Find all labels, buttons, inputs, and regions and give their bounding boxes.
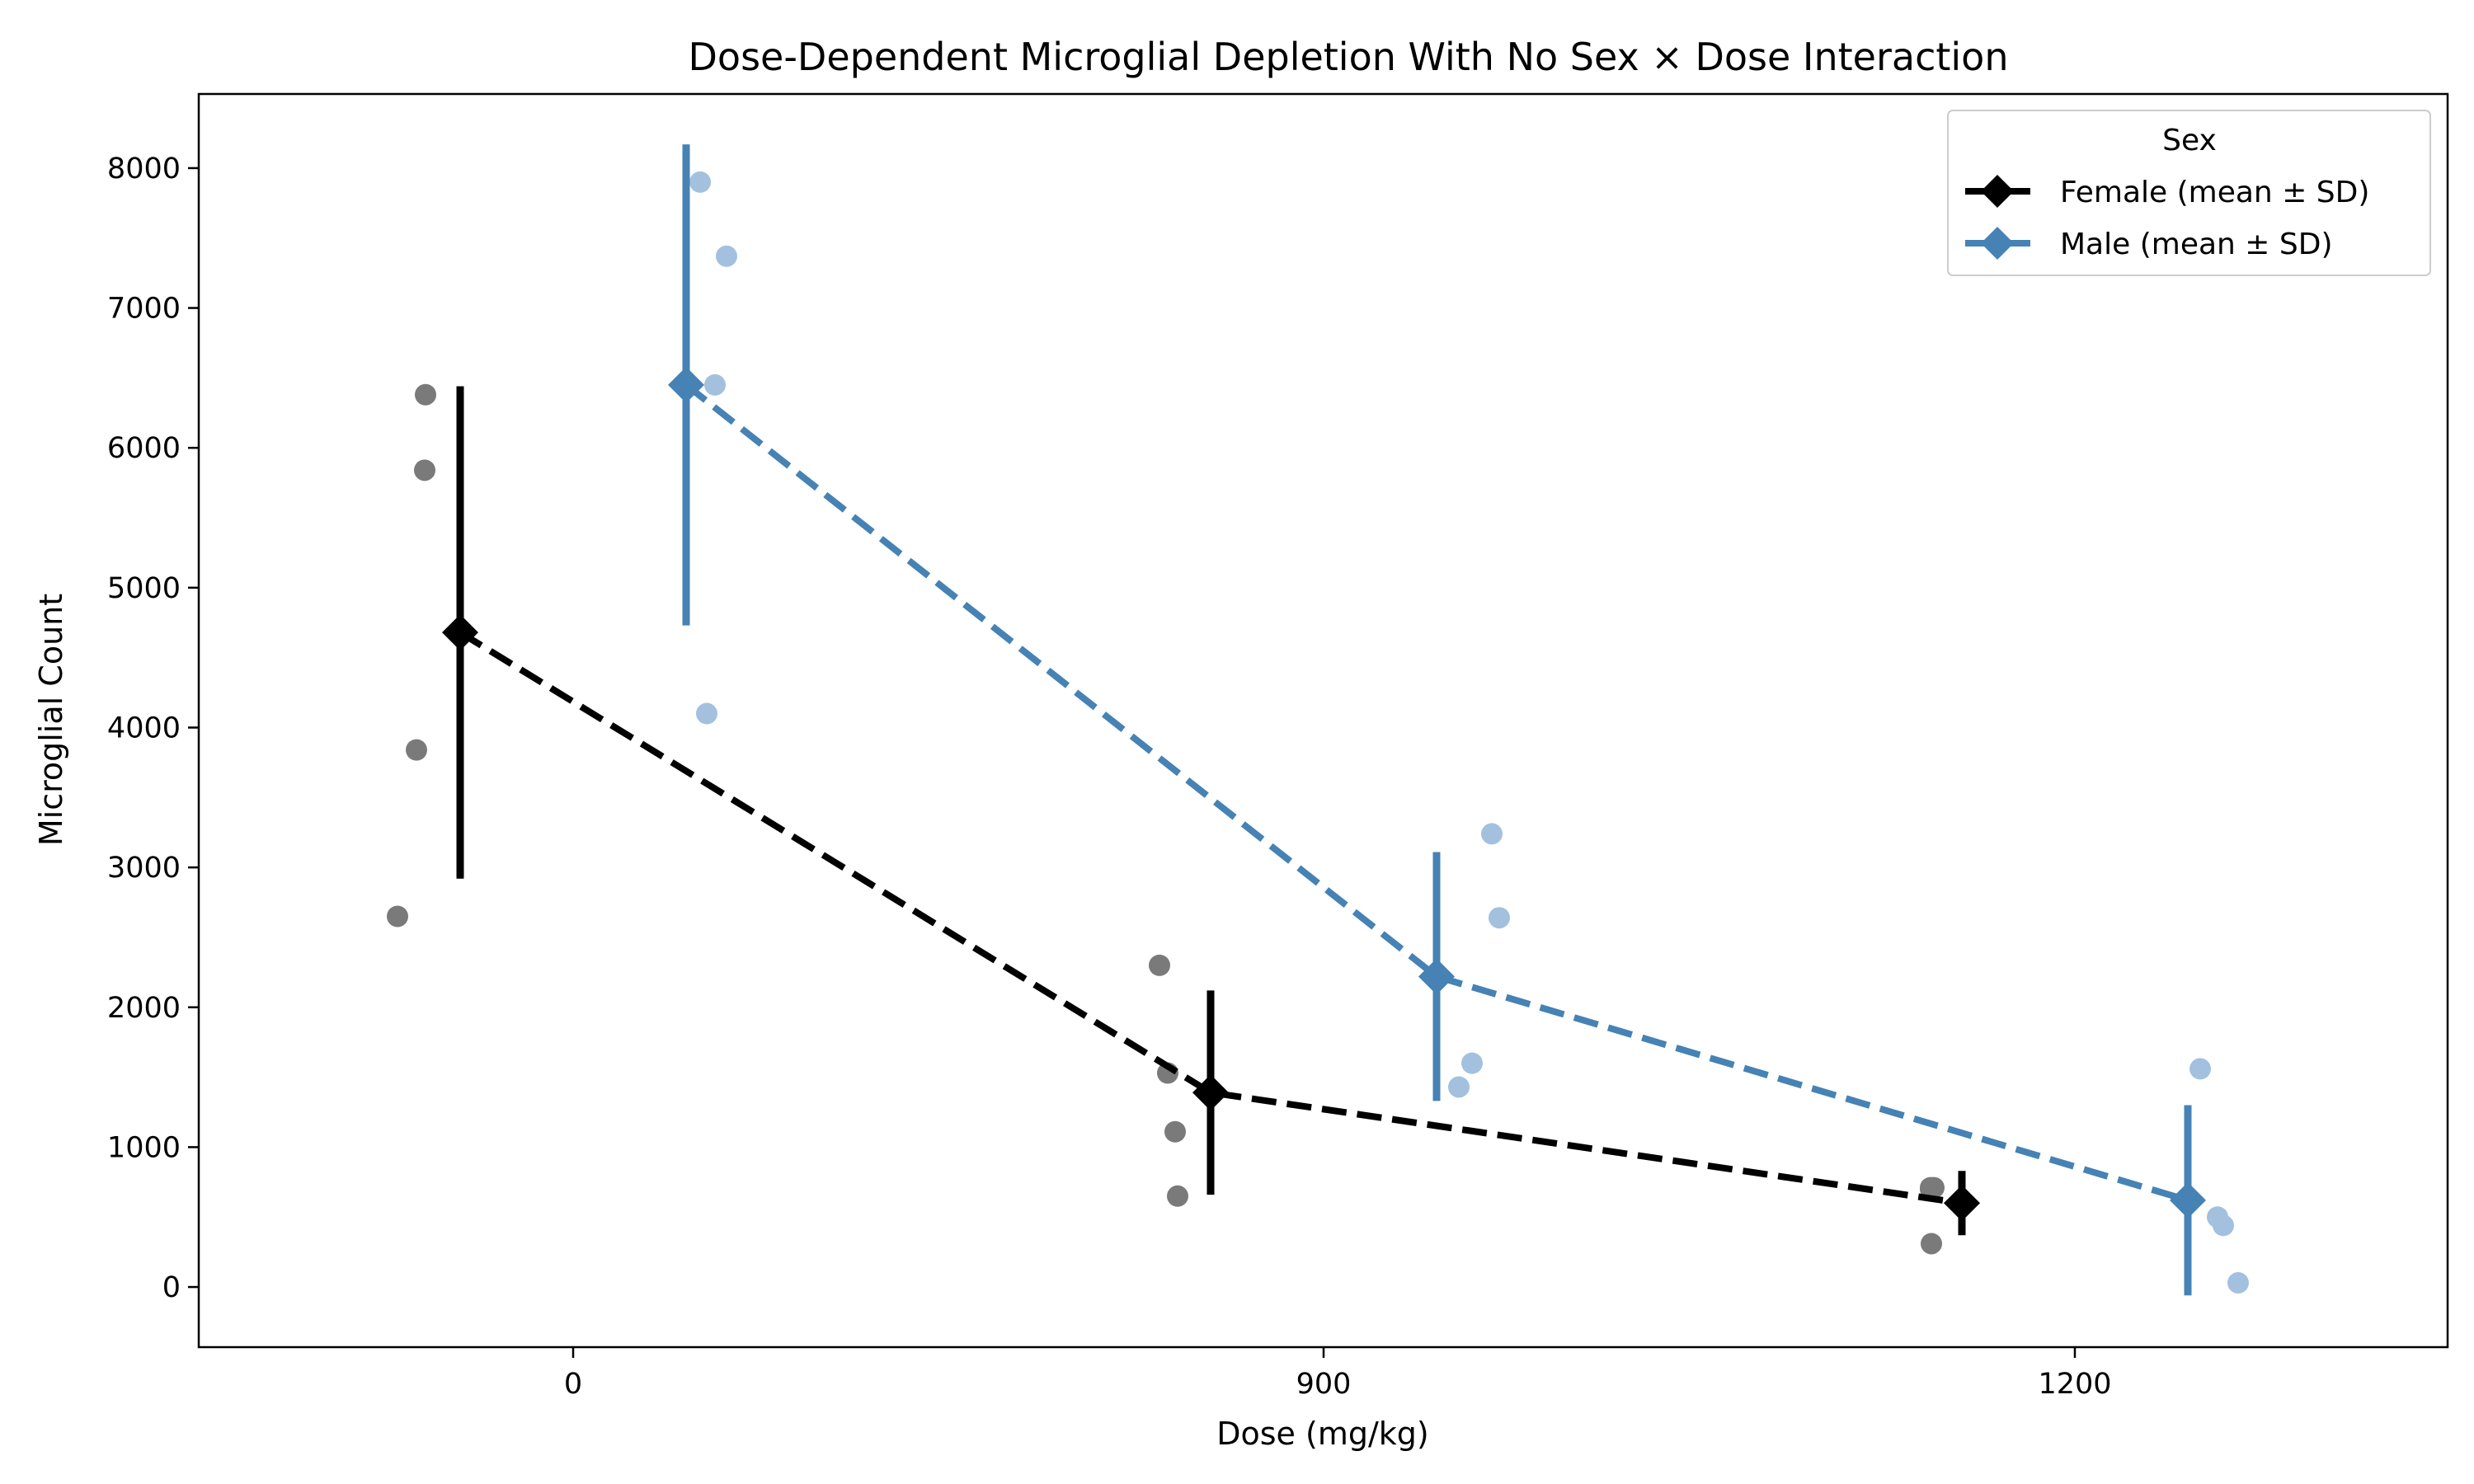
chart-title: Dose-Dependent Microglial Depletion With… [689, 35, 2009, 79]
data-point [1921, 1233, 1942, 1254]
data-point [1164, 1121, 1186, 1143]
data-point [2213, 1214, 2234, 1236]
legend-label: Male (mean ± SD) [2060, 228, 2333, 261]
data-point [704, 374, 726, 396]
plot-area [199, 94, 2448, 1347]
data-point [689, 171, 711, 193]
legend-label: Female (mean ± SD) [2060, 176, 2369, 209]
data-point [1448, 1076, 1470, 1097]
data-point [1489, 907, 1510, 928]
data-point [1149, 955, 1170, 976]
legend: Sex Female (mean ± SD) Male (mean ± SD) [1948, 110, 2430, 275]
y-axis-label: Microglial Count [33, 594, 69, 846]
axis-ticks: 0 1000 2000 3000 4000 5000 6000 7000 8000 0 900 120… [107, 153, 2112, 1401]
y-tick-label: 3000 [107, 852, 181, 885]
data-point [716, 246, 737, 267]
y-tick-label: 1000 [107, 1131, 181, 1164]
y-tick-label: 8000 [107, 153, 181, 186]
y-tick-label: 6000 [107, 432, 181, 465]
mean-marker [1192, 1074, 1229, 1111]
y-tick-label: 0 [162, 1271, 181, 1304]
data-marks [387, 144, 2249, 1295]
mean-marker [2170, 1182, 2206, 1219]
data-point [415, 384, 436, 406]
data-point [696, 703, 717, 725]
data-point [1167, 1186, 1188, 1207]
data-point [387, 906, 408, 928]
y-tick-label: 5000 [107, 572, 181, 605]
legend-title: Sex [2162, 124, 2217, 157]
x-tick-label: 1200 [2038, 1368, 2111, 1401]
y-tick-label: 7000 [107, 293, 181, 326]
data-point [1481, 823, 1503, 844]
mean-marker [442, 614, 478, 650]
data-point [414, 459, 435, 481]
x-tick-label: 0 [564, 1368, 582, 1401]
data-point [2189, 1058, 2211, 1079]
x-axis-label: Dose (mg/kg) [1216, 1416, 1428, 1452]
data-point [1461, 1053, 1483, 1074]
y-tick-label: 2000 [107, 992, 181, 1025]
y-tick-label: 4000 [107, 711, 181, 744]
x-tick-label: 900 [1296, 1368, 1352, 1401]
data-point [2227, 1272, 2249, 1294]
data-point [406, 740, 427, 761]
mean-marker [1944, 1185, 1980, 1221]
